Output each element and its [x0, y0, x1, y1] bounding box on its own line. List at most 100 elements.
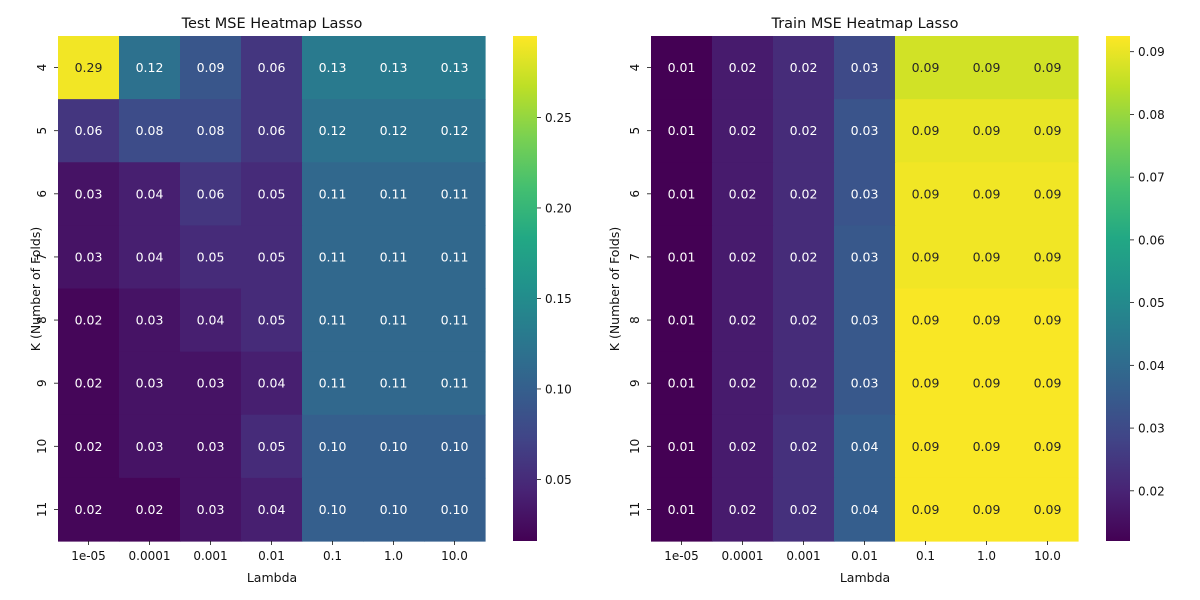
heatmap-cell: [956, 288, 1018, 353]
heatmap-cells: 0.01 0.02 0.02 0.03 0.09 0.09 0.09 0.01 0.02 0.02…: [651, 36, 1079, 542]
heatmap-cell: [712, 477, 774, 542]
heatmap-cell: [363, 288, 425, 353]
heatmap-cell: [712, 36, 774, 100]
cell-value-label: 0.02: [790, 376, 818, 391]
cell-value-label: 0.02: [729, 313, 757, 328]
cell-value-label: 0.05: [258, 249, 286, 264]
heatmap-cell: [895, 414, 957, 479]
cell-value-label: 0.09: [912, 186, 940, 201]
heatmap-cell: [302, 414, 364, 479]
heatmap-cell: [58, 99, 120, 163]
x-tick-label: 1e-05: [664, 549, 699, 563]
heatmap-cell: [895, 351, 957, 416]
heatmap-cell: [651, 351, 713, 416]
cell-value-label: 0.01: [668, 502, 696, 517]
cell-value-label: 0.01: [668, 123, 696, 138]
cell-value-label: 0.01: [668, 376, 696, 391]
cell-value-label: 0.05: [197, 249, 225, 264]
heatmap-cell: [773, 36, 835, 100]
x-ticks: 1e-05 0.0001 0.001 0.01 0.1 1.0 10.0: [71, 541, 468, 563]
heatmap-cell: [956, 36, 1018, 100]
x-axis-label: Lambda: [840, 570, 890, 585]
cell-value-label: 0.04: [136, 186, 164, 201]
y-tick-label: 9: [628, 379, 642, 387]
cell-value-label: 0.04: [258, 376, 286, 391]
heatmap-cell: [895, 225, 957, 290]
y-tick-label: 7: [35, 253, 49, 261]
cell-value-label: 0.05: [258, 439, 286, 454]
heatmap-cell: [180, 162, 242, 226]
cell-value-label: 0.11: [319, 313, 347, 328]
cell-value-label: 0.03: [851, 376, 879, 391]
heatmap-cell: [241, 162, 303, 226]
y-tick-label: 10: [628, 439, 642, 454]
heatmap-cell: [712, 99, 774, 163]
heatmap-cell: [895, 288, 957, 353]
cell-value-label: 0.01: [668, 249, 696, 264]
heatmap-cell: [956, 414, 1018, 479]
heatmap-cell: [773, 99, 835, 163]
cell-value-label: 0.03: [197, 376, 225, 391]
cell-value-label: 0.11: [319, 249, 347, 264]
heatmap-cell: [119, 225, 181, 290]
cell-value-label: 0.11: [319, 186, 347, 201]
x-ticks: 1e-05 0.0001 0.001 0.01 0.1 1.0 10.0: [664, 541, 1061, 563]
cell-value-label: 0.09: [1034, 123, 1062, 138]
cell-value-label: 0.03: [197, 502, 225, 517]
cell-value-label: 0.03: [75, 186, 103, 201]
heatmap-cell: [895, 36, 957, 100]
heatmap-cell: [180, 351, 242, 416]
x-tick-label: 0.1: [916, 549, 935, 563]
cell-value-label: 0.01: [668, 186, 696, 201]
x-tick-label: 0.01: [258, 549, 285, 563]
heatmap-panel-train: Train MSE Heatmap Lasso K (Number of Fol…: [607, 16, 1165, 585]
colorbar-tick-label: 0.04: [1138, 359, 1165, 373]
y-tick-label: 4: [35, 64, 49, 72]
colorbar-tick-label: 0.07: [1138, 171, 1165, 185]
heatmap-cell: [180, 477, 242, 542]
x-tick-label: 0.01: [851, 549, 878, 563]
cell-value-label: 0.06: [258, 60, 286, 75]
x-axis-label: Lambda: [247, 570, 297, 585]
cell-value-label: 0.05: [258, 186, 286, 201]
cell-value-label: 0.06: [75, 123, 103, 138]
cell-value-label: 0.03: [136, 439, 164, 454]
cell-value-label: 0.02: [75, 439, 103, 454]
heatmap-cell: [956, 162, 1018, 226]
cell-value-label: 0.02: [729, 186, 757, 201]
cell-value-label: 0.02: [729, 249, 757, 264]
colorbar-tick-label: 0.03: [1138, 422, 1165, 436]
cell-value-label: 0.01: [668, 439, 696, 454]
heatmap-cell: [424, 225, 486, 290]
heatmap-cell: [712, 162, 774, 226]
cell-value-label: 0.03: [851, 123, 879, 138]
heatmap-cell: [180, 288, 242, 353]
heatmap-cell: [424, 288, 486, 353]
heatmap-cell: [119, 414, 181, 479]
cell-value-label: 0.02: [729, 60, 757, 75]
y-tick-label: 8: [35, 316, 49, 324]
cell-value-label: 0.09: [912, 60, 940, 75]
cell-value-label: 0.10: [441, 502, 469, 517]
heatmap-cell: [712, 414, 774, 479]
heatmap-cell: [1017, 477, 1079, 542]
heatmap-cell: [424, 99, 486, 163]
x-tick-label: 10.0: [1034, 549, 1061, 563]
y-tick-label: 5: [628, 127, 642, 135]
colorbar-tick-label: 0.06: [1138, 233, 1165, 247]
cell-value-label: 0.29: [75, 60, 103, 75]
colorbar-ticks: 0.02 0.03 0.04 0.05 0.06 0.07 0.08 0.09: [1130, 45, 1165, 498]
cell-value-label: 0.11: [380, 313, 408, 328]
heatmap-cell: [119, 288, 181, 353]
cell-value-label: 0.03: [851, 249, 879, 264]
cell-value-label: 0.03: [851, 60, 879, 75]
heatmap-cell: [241, 414, 303, 479]
x-tick-label: 0.1: [323, 549, 342, 563]
heatmap-cell: [712, 351, 774, 416]
cell-value-label: 0.08: [197, 123, 225, 138]
colorbar-tick-label: 0.08: [1138, 108, 1165, 122]
heatmap-cell: [58, 477, 120, 542]
cell-value-label: 0.09: [973, 186, 1001, 201]
y-tick-label: 8: [628, 316, 642, 324]
colorbar-tick-label: 0.05: [545, 473, 572, 487]
